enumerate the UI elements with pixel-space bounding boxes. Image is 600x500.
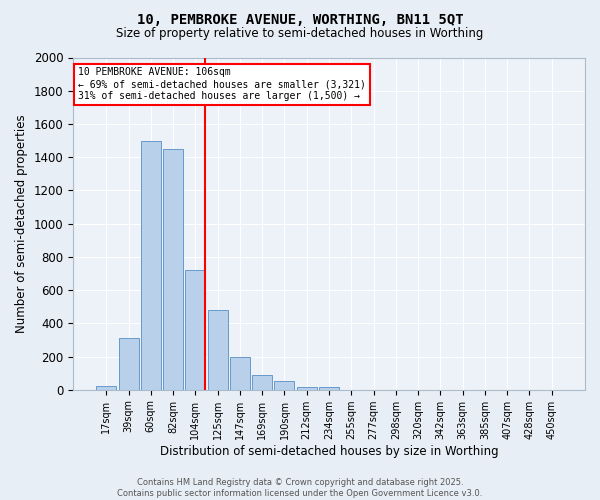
Text: 10 PEMBROKE AVENUE: 106sqm
← 69% of semi-detached houses are smaller (3,321)
31%: 10 PEMBROKE AVENUE: 106sqm ← 69% of semi… <box>78 68 366 100</box>
Bar <box>252 375 272 390</box>
X-axis label: Distribution of semi-detached houses by size in Worthing: Distribution of semi-detached houses by … <box>160 444 499 458</box>
Bar <box>119 338 139 390</box>
Bar <box>230 356 250 390</box>
Bar <box>319 387 339 390</box>
Text: 10, PEMBROKE AVENUE, WORTHING, BN11 5QT: 10, PEMBROKE AVENUE, WORTHING, BN11 5QT <box>137 12 463 26</box>
Bar <box>185 270 205 390</box>
Text: Size of property relative to semi-detached houses in Worthing: Size of property relative to semi-detach… <box>116 28 484 40</box>
Bar <box>141 140 161 390</box>
Bar <box>274 382 295 390</box>
Bar <box>96 386 116 390</box>
Bar <box>208 310 227 390</box>
Bar <box>297 387 317 390</box>
Bar <box>163 149 183 390</box>
Y-axis label: Number of semi-detached properties: Number of semi-detached properties <box>15 114 28 333</box>
Text: Contains HM Land Registry data © Crown copyright and database right 2025.
Contai: Contains HM Land Registry data © Crown c… <box>118 478 482 498</box>
